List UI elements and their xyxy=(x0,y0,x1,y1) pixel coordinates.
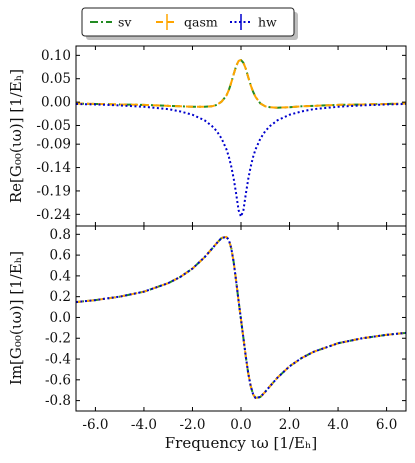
bottom-ytick-label: 0.2 xyxy=(50,289,71,305)
bottom-xtick-label: 4.0 xyxy=(327,417,348,433)
legend: sv qasm hw xyxy=(81,7,298,40)
top-series-sv-line xyxy=(75,59,407,109)
bottom-xtick-label: -2.0 xyxy=(179,417,205,433)
bottom-y-axis-label: Im[G₀₀(ιω)] [1/Eₕ] xyxy=(7,251,25,385)
top-ytick-label: -0.24 xyxy=(36,207,71,223)
bottom-ytick-label: 0.8 xyxy=(50,227,71,243)
bottom-ytick-label: 0.6 xyxy=(50,248,71,264)
bottom-ytick-label: -0.6 xyxy=(45,372,71,388)
legend-label-qasm: qasm xyxy=(184,15,218,30)
top-ytick-label: -0.09 xyxy=(36,137,71,153)
top-ytick-label: -0.05 xyxy=(36,118,71,134)
bottom-ytick-label: -0.2 xyxy=(45,331,71,347)
top-ytick-label: -0.14 xyxy=(36,160,71,176)
bottom-series-hw-line xyxy=(75,235,407,400)
legend-label-hw: hw xyxy=(258,15,277,30)
bottom-ytick-label: -0.8 xyxy=(45,393,71,409)
bottom-ytick-label: 0.4 xyxy=(50,268,71,284)
top-axes-frame xyxy=(75,45,407,227)
x-axis-label: Frequency ιω [1/Eₕ] xyxy=(165,434,318,452)
top-series-qasm-line xyxy=(75,59,407,109)
panel-real: 0.10 0.05 0.00 -0.05 -0.09 -0.14 -0.19 -0.24 Re… xyxy=(7,45,407,227)
bottom-xtick-label: -4.0 xyxy=(131,417,157,433)
bottom-xtick-label: 2.0 xyxy=(279,417,300,433)
top-ytick-label: -0.19 xyxy=(36,183,71,199)
top-ytick-label: 0.10 xyxy=(41,48,71,64)
legend-label-sv: sv xyxy=(118,15,132,30)
top-ytick-label: 0.05 xyxy=(41,71,71,87)
bottom-ytick-label: 0.0 xyxy=(50,310,71,326)
top-y-axis-label: Re[G₀₀(ιω)] [1/Eₕ] xyxy=(7,69,25,203)
top-series-hw-line xyxy=(75,102,407,218)
bottom-xtick-label: 0.0 xyxy=(230,417,251,433)
bottom-ytick-label: -0.4 xyxy=(45,352,71,368)
top-ytick-label: 0.00 xyxy=(41,95,71,111)
bottom-xtick-label: 6.0 xyxy=(376,417,397,433)
bottom-xtick-label: -6.0 xyxy=(82,417,108,433)
panel-imag: 0.8 0.6 0.4 0.2 0.0 -0.2 -0.4 -0.6 -0.8 -6.0 -4.0… xyxy=(7,225,407,452)
